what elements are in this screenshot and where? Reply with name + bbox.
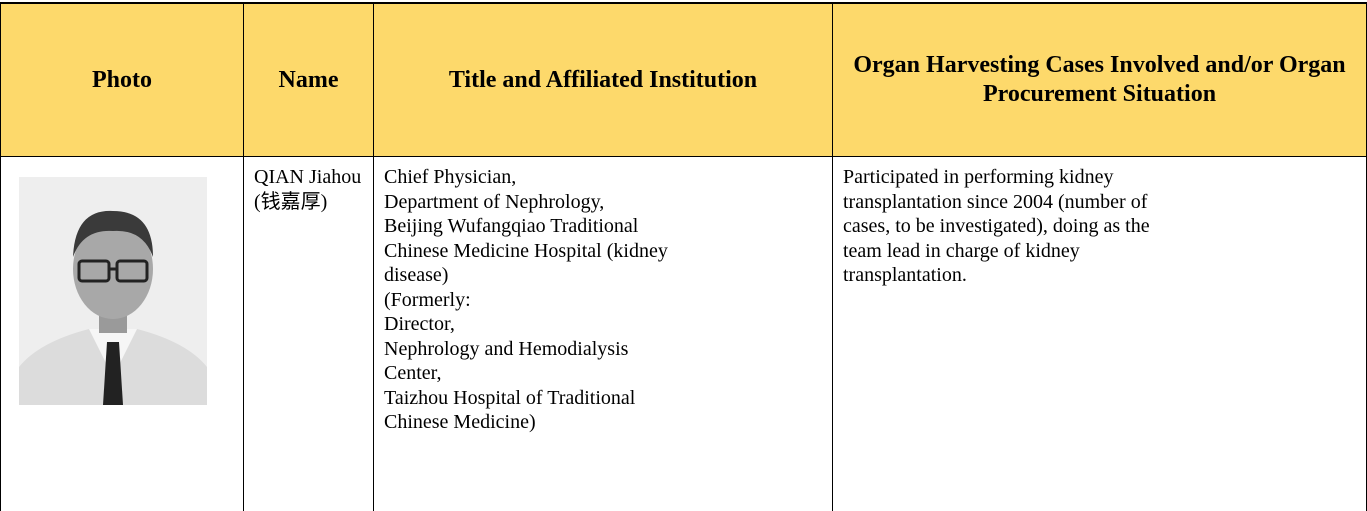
cases-line: team lead in charge of kidney [843,239,1354,264]
title-line: Center, [384,361,820,386]
photo [19,177,207,405]
header-row: Photo Name Title and Affiliated Institut… [1,3,1367,157]
title-line: disease) [384,263,820,288]
cases-line: cases, to be investigated), doing as the [843,214,1354,239]
cases-line: Participated in performing kidney [843,165,1354,190]
cases-line: transplantation since 2004 (number of [843,190,1354,215]
title-line: (Formerly: [384,288,820,313]
table-body: QIAN Jiahou(钱嘉厚)Chief Physician,Departme… [1,157,1367,511]
header-cell: Title and Affiliated Institution [374,3,833,157]
header-cell: Organ Harvesting Cases Involved and/or O… [833,3,1367,157]
title-line: Chief Physician, [384,165,820,190]
title-line: Taizhou Hospital of Traditional [384,386,820,411]
title-line: Chinese Medicine) [384,410,820,435]
name-cell: QIAN Jiahou(钱嘉厚) [244,157,374,511]
table-row: QIAN Jiahou(钱嘉厚)Chief Physician,Departme… [1,157,1367,511]
header-cell: Name [244,3,374,157]
name-line: (钱嘉厚) [254,190,361,215]
title-line: Beijing Wufangqiao Traditional [384,214,820,239]
title-line: Nephrology and Hemodialysis [384,337,820,362]
name-line: QIAN Jiahou [254,165,361,190]
title-cell: Chief Physician,Department of Nephrology… [374,157,833,511]
cases-line: transplantation. [843,263,1354,288]
title-line: Chinese Medicine Hospital (kidney [384,239,820,264]
photo-cell [1,157,244,511]
title-line: Director, [384,312,820,337]
header-cell: Photo [1,3,244,157]
title-line: Department of Nephrology, [384,190,820,215]
